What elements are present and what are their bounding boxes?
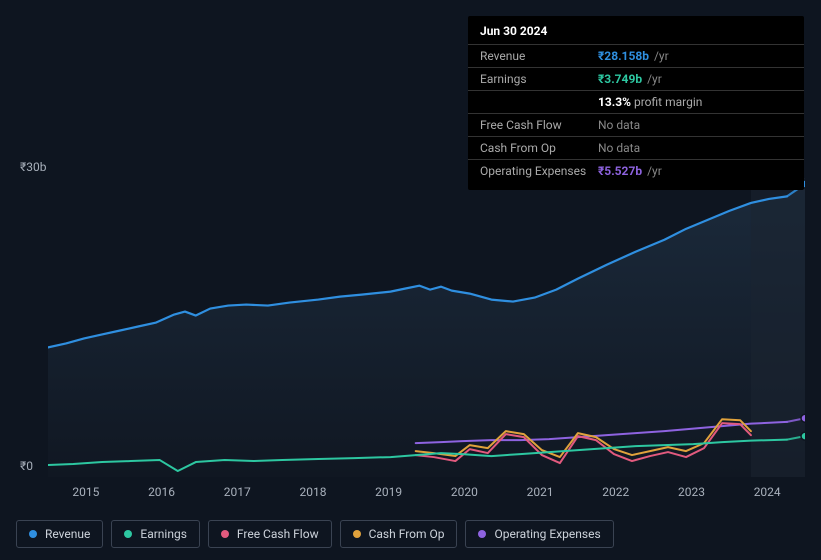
x-axis-year: 2023 xyxy=(654,485,730,499)
tooltip-subrow: 13.3% profit margin xyxy=(468,91,804,114)
tooltip-row-label: Free Cash Flow xyxy=(480,118,598,132)
chart-plot-area[interactable] xyxy=(48,178,805,477)
chart-tooltip: Jun 30 2024 Revenue₹28.158b /yrEarnings₹… xyxy=(468,16,804,190)
y-axis-label-top: ₹30b xyxy=(20,160,46,174)
legend-label: Free Cash Flow xyxy=(237,527,319,541)
legend: Revenue Earnings Free Cash Flow Cash From O… xyxy=(16,520,614,548)
tooltip-row-value: No data xyxy=(598,118,640,132)
legend-swatch-icon xyxy=(353,530,361,538)
forecast-shade xyxy=(751,178,805,477)
x-axis-year: 2016 xyxy=(124,485,200,499)
tooltip-row: Revenue₹28.158b /yr xyxy=(468,45,804,68)
x-axis-year: 2021 xyxy=(502,485,578,499)
tooltip-row-label: Operating Expenses xyxy=(480,164,598,178)
y-axis-label-bottom: ₹0 xyxy=(20,459,33,473)
earnings-marker-icon xyxy=(801,432,805,440)
tooltip-date: Jun 30 2024 xyxy=(468,24,804,45)
tooltip-row-label: Cash From Op xyxy=(480,141,598,155)
operating_expenses-marker-icon xyxy=(801,414,805,422)
x-axis-year: 2024 xyxy=(729,485,805,499)
revenue-area xyxy=(48,184,805,477)
tooltip-row-value: ₹28.158b /yr xyxy=(598,49,669,63)
tooltip-row: Cash From OpNo data xyxy=(468,137,804,160)
x-axis-year: 2019 xyxy=(351,485,427,499)
chart-svg xyxy=(48,178,805,477)
tooltip-row-value: ₹5.527b /yr xyxy=(598,164,662,178)
x-axis-year: 2017 xyxy=(199,485,275,499)
legend-item[interactable]: Revenue xyxy=(16,520,103,548)
legend-swatch-icon xyxy=(29,530,37,538)
x-axis-year: 2020 xyxy=(427,485,503,499)
tooltip-row-value: ₹3.749b /yr xyxy=(598,72,662,86)
legend-item[interactable]: Earnings xyxy=(111,520,200,548)
tooltip-row: Free Cash FlowNo data xyxy=(468,114,804,137)
legend-label: Earnings xyxy=(140,527,187,541)
legend-item[interactable]: Cash From Op xyxy=(340,520,458,548)
legend-label: Cash From Op xyxy=(369,527,445,541)
tooltip-row-value: No data xyxy=(598,141,640,155)
x-axis-year: 2018 xyxy=(275,485,351,499)
tooltip-row-label: Earnings xyxy=(480,72,598,86)
x-axis-year: 2015 xyxy=(48,485,124,499)
legend-swatch-icon xyxy=(221,530,229,538)
tooltip-row: Operating Expenses₹5.527b /yr xyxy=(468,160,804,182)
legend-label: Operating Expenses xyxy=(494,527,600,541)
legend-item[interactable]: Free Cash Flow xyxy=(208,520,332,548)
legend-item[interactable]: Operating Expenses xyxy=(465,520,613,548)
x-axis-year: 2022 xyxy=(578,485,654,499)
tooltip-row-label: Revenue xyxy=(480,49,598,63)
legend-label: Revenue xyxy=(45,527,90,541)
tooltip-row: Earnings₹3.749b /yr xyxy=(468,68,804,91)
legend-swatch-icon xyxy=(478,530,486,538)
legend-swatch-icon xyxy=(124,530,132,538)
x-axis-labels: 2015201620172018201920202021202220232024 xyxy=(48,485,805,499)
